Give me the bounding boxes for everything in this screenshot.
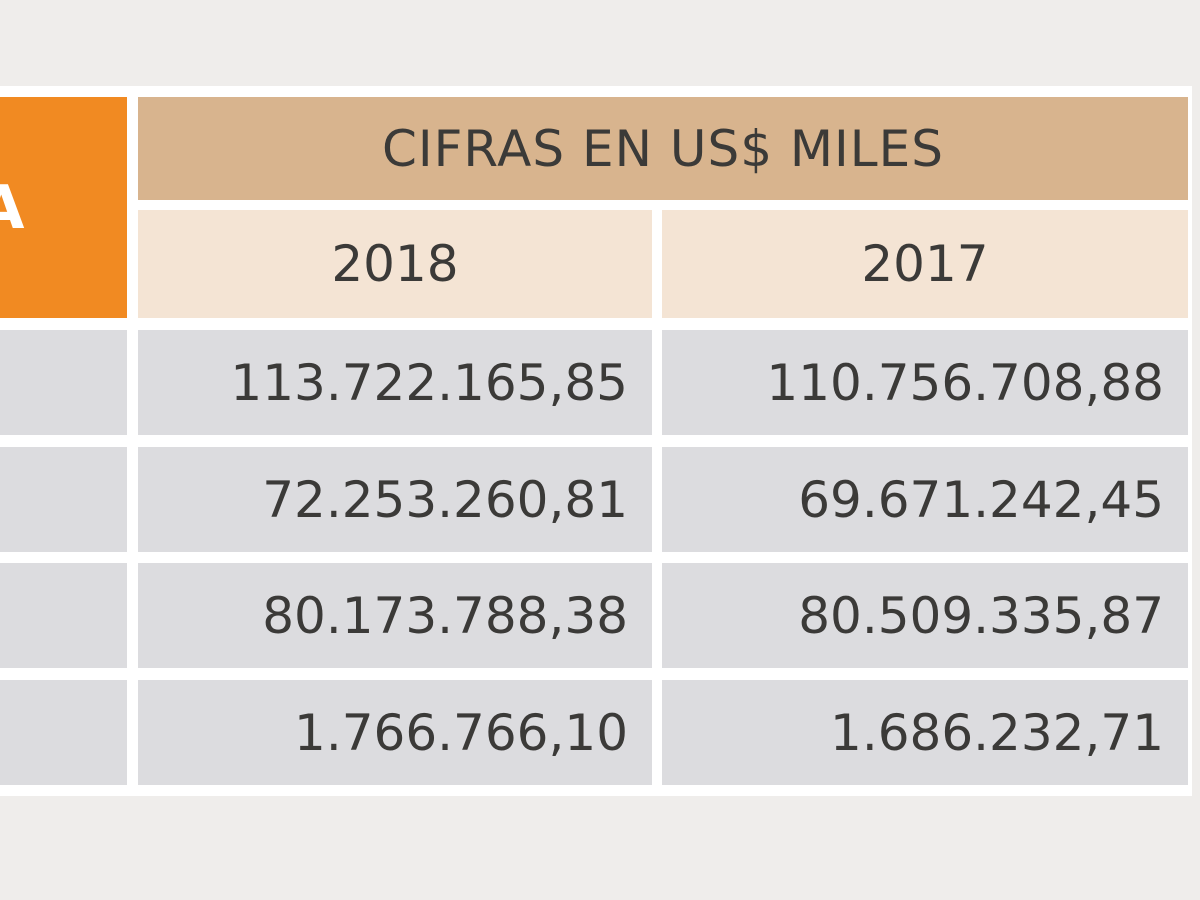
year-header: 2017 bbox=[662, 210, 1188, 318]
value-cell: 80.173.788,38 bbox=[138, 563, 652, 668]
value-cell: 110.756.708,88 bbox=[662, 330, 1188, 435]
row-label-cell bbox=[0, 680, 127, 785]
row-label-cell bbox=[0, 563, 127, 668]
year-header: 2018 bbox=[138, 210, 652, 318]
value-cell: 80.509.335,87 bbox=[662, 563, 1188, 668]
row-label-cell bbox=[0, 447, 127, 552]
value-cell: 69.671.242,45 bbox=[662, 447, 1188, 552]
row-label-cell bbox=[0, 330, 127, 435]
table bbox=[0, 86, 1192, 796]
side-header: A bbox=[0, 97, 127, 318]
value-cell: 72.253.260,81 bbox=[138, 447, 652, 552]
value-cell: 1.766.766,10 bbox=[138, 680, 652, 785]
header-title: CIFRAS EN US$ MILES bbox=[138, 97, 1188, 200]
value-cell: 1.686.232,71 bbox=[662, 680, 1188, 785]
value-cell: 113.722.165,85 bbox=[138, 330, 652, 435]
side-header-label: A bbox=[0, 172, 25, 243]
